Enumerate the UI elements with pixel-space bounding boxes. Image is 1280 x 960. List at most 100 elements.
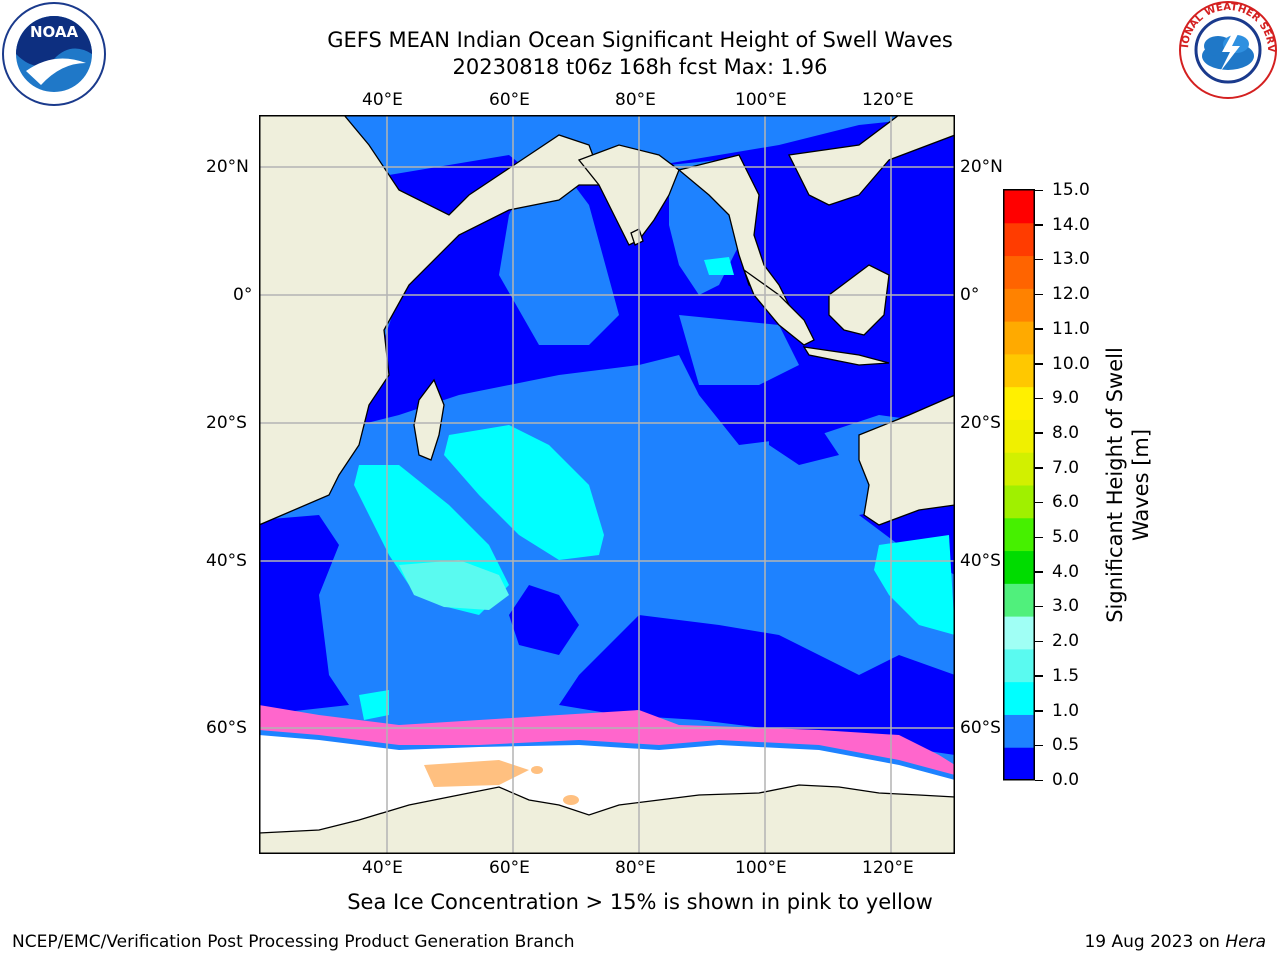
chart-subtitle: 20230818 t06z 168h fcst Max: 1.96 bbox=[452, 55, 828, 79]
lon-tick-bottom: 120°E bbox=[862, 858, 914, 878]
colorbar-tick-label: 7.0 bbox=[1052, 457, 1080, 478]
land-java bbox=[802, 346, 890, 366]
colorbar-tick-mark bbox=[1035, 432, 1043, 434]
colorbar-swatch bbox=[1004, 190, 1034, 224]
colorbar bbox=[1003, 189, 1035, 781]
lat-tick-left: 20°S bbox=[206, 413, 247, 433]
lat-tick-left: 0° bbox=[233, 285, 253, 305]
colorbar-tick-label: 8.0 bbox=[1052, 422, 1080, 443]
lon-tick-top: 80°E bbox=[615, 90, 656, 110]
colorbar-tick-label: 2.0 bbox=[1052, 631, 1080, 652]
colorbar-tick-label: 3.0 bbox=[1052, 596, 1080, 617]
colorbar-tick-mark bbox=[1035, 328, 1043, 330]
land-sri-lanka bbox=[630, 228, 644, 246]
lat-tick-right: 20°S bbox=[960, 413, 1001, 433]
footer-date-text: 19 Aug 2023 on bbox=[1084, 932, 1226, 952]
noaa-wordmark: NOAA bbox=[30, 23, 79, 41]
colorbar-swatch bbox=[1004, 550, 1034, 584]
footer-credit: NCEP/EMC/Verification Post Processing Pr… bbox=[12, 932, 575, 952]
colorbar-swatch bbox=[1004, 452, 1034, 486]
colorbar-tick-mark bbox=[1035, 467, 1043, 469]
sea-ice-yellow bbox=[424, 760, 579, 805]
colorbar-tick-mark bbox=[1035, 397, 1043, 400]
colorbar-tick-label: 5.0 bbox=[1052, 527, 1080, 548]
lat-tick-left: 60°S bbox=[206, 718, 247, 738]
colorbar-label-line1: Significant Height of Swell bbox=[1103, 347, 1127, 623]
lon-tick-top: 40°E bbox=[362, 90, 403, 110]
colorbar-tick-label: 0.5 bbox=[1052, 735, 1080, 756]
colorbar-tick-mark bbox=[1035, 571, 1043, 573]
colorbar-tick-mark bbox=[1035, 224, 1043, 226]
colorbar-swatch bbox=[1004, 616, 1034, 650]
colorbar-tick-label: 11.0 bbox=[1052, 318, 1090, 339]
colorbar-tick-mark bbox=[1035, 189, 1043, 191]
colorbar-tick-label: 0.0 bbox=[1052, 770, 1080, 790]
colorbar-tick-mark bbox=[1035, 779, 1043, 781]
colorbar-tick-label: 10.0 bbox=[1052, 353, 1090, 374]
map-frame bbox=[259, 115, 955, 854]
colorbar-swatch bbox=[1004, 386, 1034, 420]
lat-tick-right: 0° bbox=[960, 285, 980, 305]
colorbar-swatch bbox=[1004, 681, 1034, 715]
land-indochina bbox=[788, 115, 955, 206]
footer-host: Hera bbox=[1225, 932, 1266, 952]
colorbar-tick-mark bbox=[1035, 605, 1043, 608]
colorbar-tick-label: 1.0 bbox=[1052, 700, 1080, 721]
colorbar-swatch bbox=[1004, 255, 1034, 289]
land-madagascar bbox=[413, 378, 445, 461]
colorbar-frame bbox=[1003, 189, 1035, 781]
swell-band-max bbox=[399, 560, 509, 610]
colorbar-swatch bbox=[1004, 517, 1034, 552]
nws-logo: NATIONAL WEATHER SERVICE bbox=[1178, 0, 1277, 99]
colorbar-tick-mark bbox=[1035, 258, 1043, 261]
colorbar-tick-mark bbox=[1035, 501, 1043, 504]
colorbar-swatch bbox=[1004, 222, 1034, 257]
colorbar-tick-mark bbox=[1035, 640, 1043, 643]
colorbar-tick-mark bbox=[1035, 675, 1043, 677]
lat-tick-left: 20°N bbox=[206, 157, 249, 177]
colorbar-swatch bbox=[1004, 485, 1034, 519]
colorbar-swatch bbox=[1004, 288, 1034, 322]
colorbar-swatch bbox=[1004, 747, 1034, 781]
colorbar-tick-label: 14.0 bbox=[1052, 214, 1090, 235]
map-panel bbox=[259, 115, 955, 854]
colorbar-swatch bbox=[1004, 583, 1034, 617]
land-sumatra bbox=[742, 268, 815, 346]
colorbar-tick-mark bbox=[1035, 363, 1043, 365]
colorbar-tick-mark bbox=[1035, 536, 1043, 539]
lon-tick-bottom: 40°E bbox=[362, 858, 403, 878]
colorbar-tick-label: 15.0 bbox=[1052, 180, 1090, 200]
lon-tick-bottom: 100°E bbox=[735, 858, 787, 878]
land-antarctica bbox=[259, 784, 955, 854]
land-australia bbox=[858, 394, 955, 526]
lat-tick-right: 60°S bbox=[960, 718, 1001, 738]
lon-tick-top: 60°E bbox=[489, 90, 530, 110]
colorbar-tick-mark bbox=[1035, 710, 1043, 712]
colorbar-swatch bbox=[1004, 714, 1034, 748]
colorbar-swatch bbox=[1004, 419, 1034, 453]
colorbar-tick-mark bbox=[1035, 293, 1043, 296]
footer-date: 19 Aug 2023 on Hera bbox=[1084, 932, 1266, 952]
colorbar-swatch bbox=[1004, 353, 1034, 388]
colorbar-tick-label: 4.0 bbox=[1052, 561, 1080, 582]
lat-tick-right: 40°S bbox=[960, 551, 1001, 571]
land-borneo bbox=[828, 264, 890, 336]
chart-title: GEFS MEAN Indian Ocean Significant Heigh… bbox=[327, 28, 953, 52]
sea-ice-note: Sea Ice Concentration > 15% is shown in … bbox=[347, 890, 933, 914]
lon-tick-bottom: 80°E bbox=[615, 858, 656, 878]
colorbar-swatch bbox=[1004, 648, 1034, 683]
colorbar-tick-label: 9.0 bbox=[1052, 388, 1080, 409]
colorbar-label-line2: Waves [m] bbox=[1129, 428, 1153, 542]
noaa-logo: NOAA bbox=[2, 2, 106, 106]
colorbar-swatch bbox=[1004, 321, 1034, 355]
lon-tick-bottom: 60°E bbox=[489, 858, 530, 878]
lat-tick-left: 40°S bbox=[206, 551, 247, 571]
lat-tick-right: 20°N bbox=[960, 157, 1003, 177]
map-graticule bbox=[259, 115, 955, 854]
colorbar-tick-label: 13.0 bbox=[1052, 249, 1090, 270]
colorbar-tick-label: 12.0 bbox=[1052, 284, 1090, 305]
colorbar-tick-mark bbox=[1035, 744, 1043, 747]
lon-tick-top: 120°E bbox=[862, 90, 914, 110]
colorbar-tick-label: 1.5 bbox=[1052, 665, 1080, 686]
land-india bbox=[577, 144, 680, 246]
